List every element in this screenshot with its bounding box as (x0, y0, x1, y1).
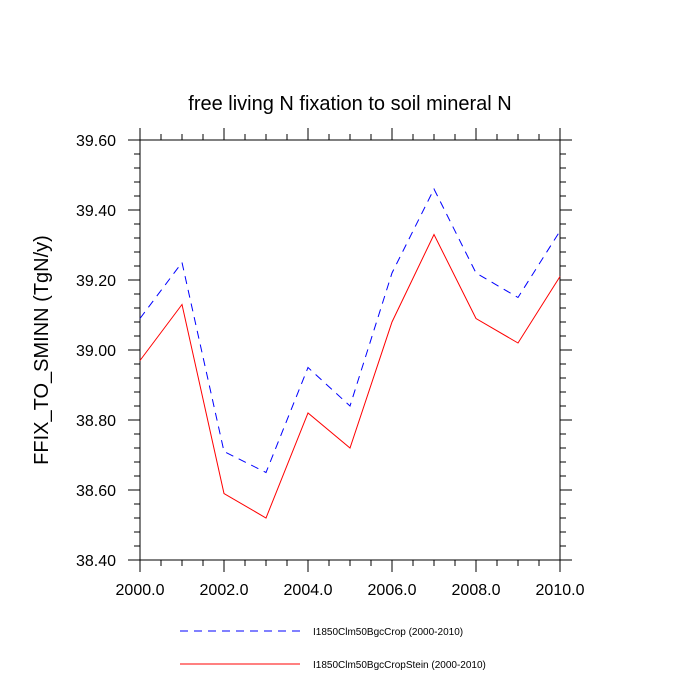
series-lines (139, 187, 561, 519)
y-tick-label: 39.00 (76, 343, 116, 360)
x-tick-label: 2008.0 (452, 582, 501, 599)
x-tick-label: 2006.0 (368, 582, 417, 599)
y-tick-label: 39.20 (76, 273, 116, 290)
legend-label-1: I1850Clm50BgcCrop (2000-2010) (313, 627, 463, 638)
series-line-1 (139, 187, 561, 474)
x-tick-label: 2000.0 (116, 582, 165, 599)
y-axis-label: FFIX_TO_SMINN (TgN/y) (31, 235, 53, 465)
x-tick-label: 2004.0 (284, 582, 333, 599)
chart-title: free living N fixation to soil mineral N (188, 93, 511, 115)
y-tick-label: 38.80 (76, 413, 116, 430)
y-tick-label: 38.60 (76, 483, 116, 500)
axis-ticks (128, 128, 572, 572)
x-tick-label: 2002.0 (200, 582, 249, 599)
legend-label-2: I1850Clm50BgcCropStein (2000-2010) (313, 660, 486, 671)
legend: I1850Clm50BgcCrop (2000-2010) I1850Clm50B… (180, 627, 486, 671)
y-tick-label: 39.60 (76, 133, 116, 150)
axis-tick-labels: 2000.0 2002.0 2004.0 2006.0 2008.0 2010.0 38.4… (76, 133, 585, 599)
y-tick-label: 38.40 (76, 553, 116, 570)
y-tick-label: 39.40 (76, 203, 116, 220)
plot-frame (139, 139, 561, 561)
x-tick-label: 2010.0 (536, 582, 585, 599)
series-line-2 (139, 233, 561, 519)
